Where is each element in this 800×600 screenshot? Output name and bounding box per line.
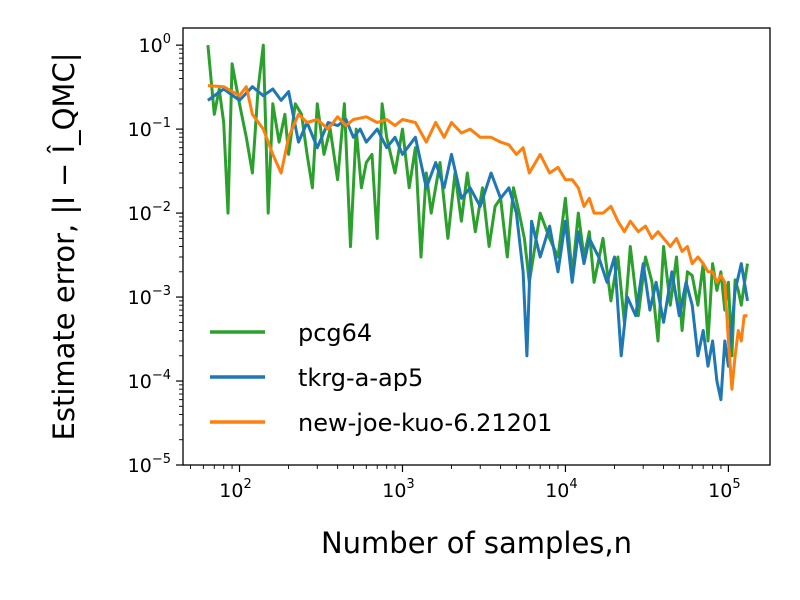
y-tick-label: 100	[139, 32, 171, 57]
y-axis-label: Estimate error, |I − Î_QMC|	[47, 53, 81, 441]
x-axis-label: Number of samples,n	[321, 526, 632, 560]
legend-label-new-joe-kuo-6-21201: new-joe-kuo-6.21201	[298, 409, 552, 437]
x-tick-label: 104	[545, 477, 577, 502]
y-tick-label: 10−3	[128, 284, 171, 309]
x-tick-label: 105	[708, 477, 740, 502]
y-tick-label: 10−1	[128, 116, 171, 141]
y-tick-label: 10−2	[128, 200, 171, 225]
series-layer	[206, 43, 749, 402]
x-tick-label: 102	[219, 477, 251, 502]
legend-label-tkrg-a-ap5: tkrg-a-ap5	[298, 364, 423, 392]
series-line-new-joe-kuo-6-21201	[207, 84, 748, 391]
legend: pcg64 tkrg-a-ap5 new-joe-kuo-6.21201	[210, 319, 552, 437]
ticks-layer: 102 103 104 105 100 10−1 10−2 10−3 10−4 10−5	[128, 32, 741, 502]
y-tick-label: 10−4	[128, 368, 171, 393]
y-axis-label-group: Estimate error, |I − Î_QMC|	[47, 53, 81, 441]
legend-label-pcg64: pcg64	[298, 319, 372, 347]
x-tick-label: 103	[382, 477, 414, 502]
y-tick-label: 10−5	[128, 452, 171, 477]
